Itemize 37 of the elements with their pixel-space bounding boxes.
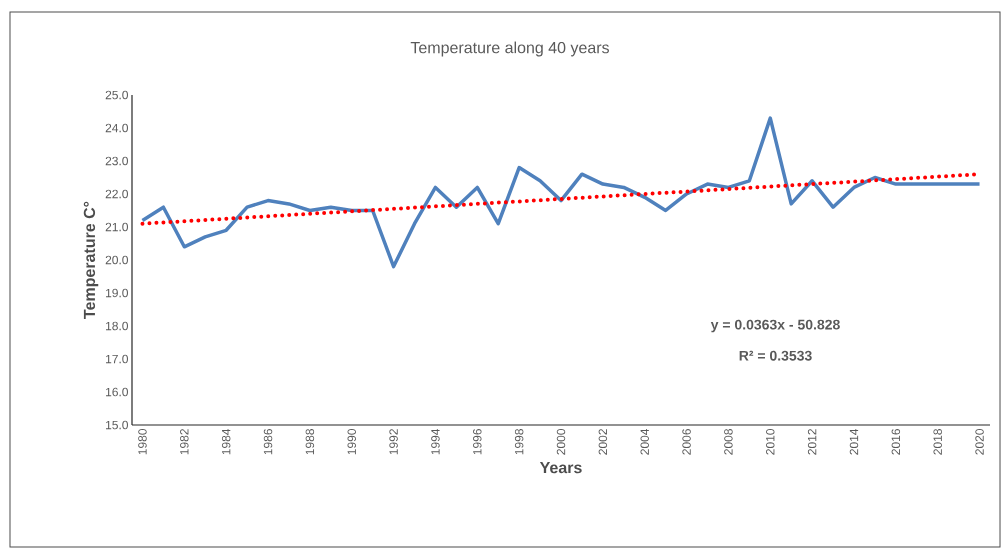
x-tick-label: 2000 — [556, 429, 566, 455]
x-tick-label: 2002 — [598, 429, 608, 455]
y-tick-label: 23.0 — [105, 156, 128, 166]
x-tick-label: 2004 — [640, 428, 649, 455]
x-tick-label: 2020 — [975, 429, 984, 455]
chart-title: Temperature along 40 years — [410, 41, 609, 57]
x-tick-label: 1984 — [221, 428, 231, 455]
y-tick-label: 24.0 — [105, 123, 128, 133]
x-tick-label: 1982 — [180, 429, 189, 455]
x-tick-label: 2016 — [891, 429, 901, 455]
y-axis-title: Temperature C° — [83, 201, 99, 319]
x-tick-label: 1988 — [305, 429, 315, 455]
y-tick-label: 17.0 — [106, 354, 128, 364]
x-tick-label: 1992 — [389, 429, 398, 455]
x-tick-label: 2012 — [807, 429, 817, 455]
x-tick-label: 1994 — [431, 428, 440, 455]
annotation: y = 0.0363x - 50.828 — [710, 319, 840, 333]
y-tick-label: 16.0 — [106, 387, 128, 397]
y-tick-label: 20.0 — [105, 255, 128, 265]
x-tick-label: 1998 — [514, 429, 524, 455]
x-tick-label: 1990 — [347, 429, 356, 455]
x-axis-title: Years — [539, 462, 582, 474]
y-tick-label: 18.0 — [106, 321, 128, 331]
annotation: R² = 0.3533 — [739, 350, 812, 361]
y-tick-label: 25.0 — [105, 90, 128, 100]
y-tick-label: 21.0 — [105, 222, 128, 232]
x-tick-label: 2008 — [724, 429, 733, 455]
x-tick-label: 1986 — [263, 429, 273, 455]
x-tick-label: 1996 — [473, 429, 482, 455]
y-tick-label: 15.0 — [106, 420, 128, 430]
x-tick-label: 2006 — [682, 429, 691, 455]
x-tick-label: 2014 — [849, 428, 859, 455]
x-tick-label: 2018 — [933, 429, 942, 455]
y-tick-label: 22.0 — [105, 189, 128, 199]
x-tick-label: 2010 — [766, 429, 775, 455]
x-tick-label: 1980 — [138, 429, 147, 455]
y-tick-label: 19.0 — [106, 288, 128, 298]
